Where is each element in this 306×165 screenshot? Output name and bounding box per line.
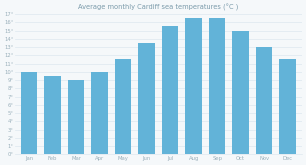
Title: Average monthly Cardiff sea temperatures (°C ): Average monthly Cardiff sea temperatures…	[78, 4, 239, 11]
Bar	[279, 59, 296, 154]
Bar	[68, 80, 84, 154]
Bar	[138, 43, 155, 154]
Bar	[209, 18, 226, 154]
Bar	[115, 59, 131, 154]
Bar	[21, 72, 37, 154]
Bar	[185, 18, 202, 154]
Bar	[91, 72, 108, 154]
Bar	[233, 31, 249, 154]
Bar	[44, 76, 61, 154]
Bar	[162, 26, 178, 154]
Bar	[256, 47, 272, 154]
